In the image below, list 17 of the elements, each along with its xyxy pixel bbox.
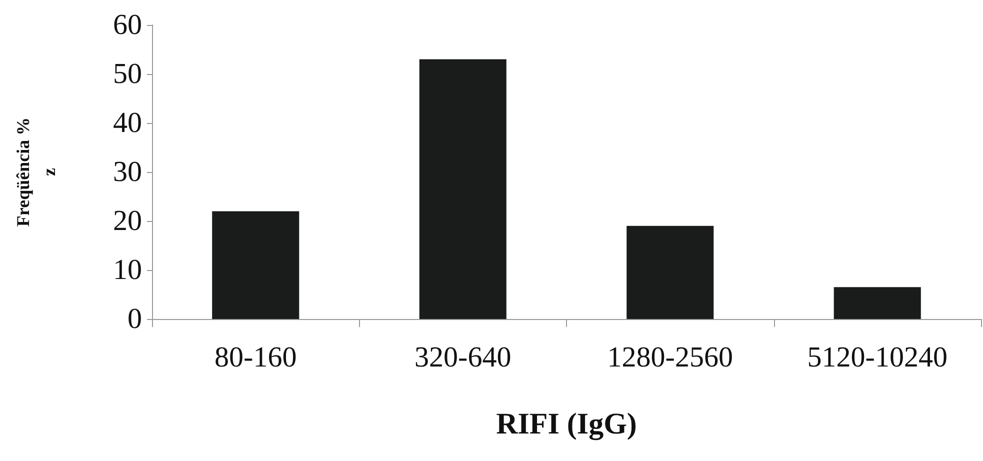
y-tick-label: 60 bbox=[113, 9, 142, 41]
x-tick-label: 1280-2560 bbox=[607, 342, 733, 374]
x-tick-label: 80-160 bbox=[214, 342, 297, 374]
y-tick-label: 30 bbox=[113, 156, 142, 188]
y-tick-label: 40 bbox=[113, 107, 142, 139]
y-tick-label: 50 bbox=[113, 58, 142, 90]
bar bbox=[834, 287, 921, 319]
y-tick-label: 0 bbox=[128, 303, 142, 335]
bar bbox=[212, 211, 300, 319]
x-tick-label: 320-640 bbox=[414, 342, 512, 374]
y-tick-label: 10 bbox=[113, 254, 142, 286]
bar bbox=[419, 59, 506, 319]
bar bbox=[626, 226, 714, 319]
y-axis-title: Freqüência % z bbox=[13, 117, 59, 227]
x-tick-label: 5120-10240 bbox=[807, 342, 948, 374]
y-tick-label: 20 bbox=[113, 205, 142, 237]
x-axis-title: RIFI (IgG) bbox=[496, 408, 637, 440]
